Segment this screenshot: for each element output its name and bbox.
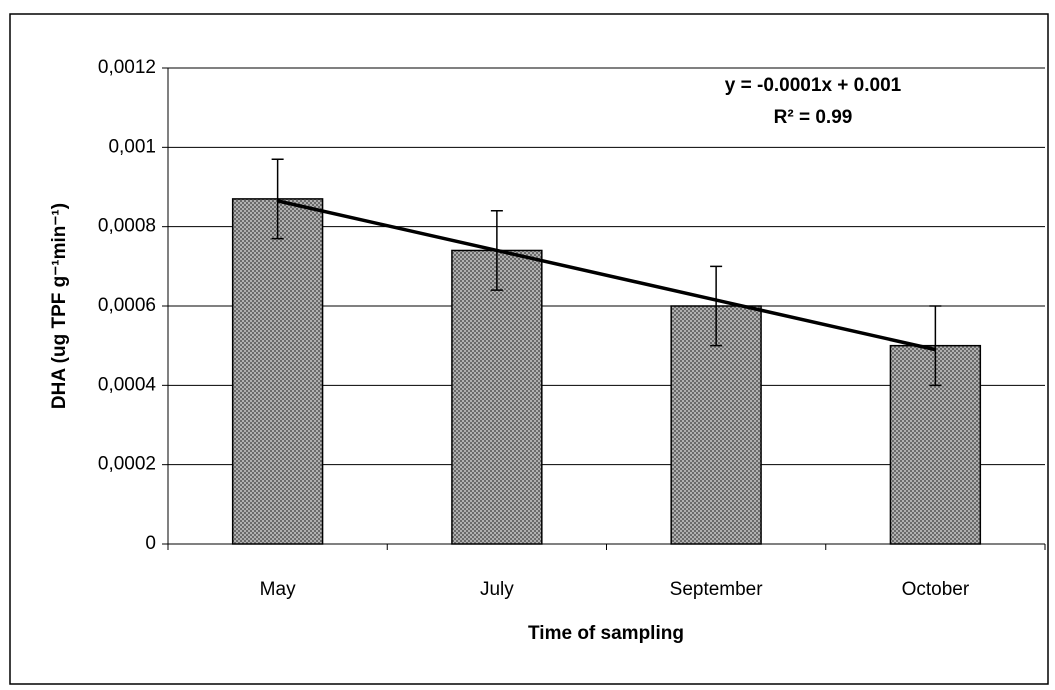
error-bar xyxy=(710,265,723,347)
y-tick-label: 0 xyxy=(145,533,156,554)
bar xyxy=(231,198,324,545)
y-tick-label: 0,0008 xyxy=(98,216,156,237)
y-tick-label: 0,0004 xyxy=(98,374,157,395)
y-tick-label: 0,0002 xyxy=(98,454,156,475)
x-tick-label: May xyxy=(260,579,296,600)
x-tick-label: July xyxy=(480,579,514,600)
x-tick-label: October xyxy=(902,579,970,600)
bar xyxy=(451,249,543,545)
trend-equation: y = -0.0001x + 0.001 xyxy=(725,75,902,96)
trend-r-squared: R² = 0.99 xyxy=(774,107,853,128)
x-tick-label: September xyxy=(670,579,764,600)
error-bar xyxy=(929,305,942,387)
error-bar xyxy=(271,158,284,240)
y-tick-label: 0,0006 xyxy=(98,295,156,316)
y-tick-label: 0,001 xyxy=(108,136,156,157)
y-axis-label: DHA (ug TPF g⁻¹min⁻¹) xyxy=(49,203,70,409)
x-axis-label: Time of sampling xyxy=(528,623,684,644)
y-tick-label: 0,0012 xyxy=(98,57,156,78)
trendline xyxy=(277,199,936,352)
